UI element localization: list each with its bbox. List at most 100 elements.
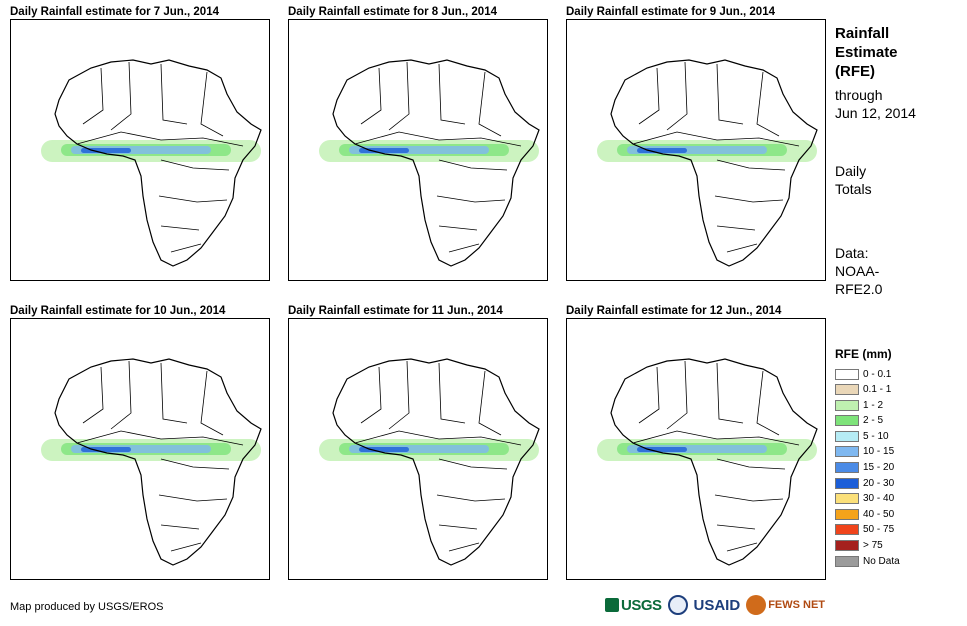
- legend-swatch: [835, 415, 859, 427]
- country-border: [170, 243, 202, 253]
- legend-swatch: [835, 555, 859, 567]
- country-border: [436, 195, 506, 203]
- country-border: [478, 370, 502, 436]
- legend-item: > 75: [835, 539, 900, 553]
- data-source-line: Data:: [835, 245, 869, 261]
- daily-block: Daily Totals: [835, 162, 872, 198]
- legend-swatch: [835, 493, 859, 505]
- continent-outline: [54, 59, 262, 267]
- through-block: through Jun 12, 2014: [835, 86, 916, 122]
- africa-map: [597, 358, 818, 566]
- country-border: [716, 458, 786, 470]
- country-border: [716, 63, 744, 125]
- country-border: [438, 458, 508, 470]
- legend-item: 5 - 10: [835, 429, 900, 443]
- legend-item: No Data: [835, 554, 900, 568]
- logo-strip: USGS USAID FEWS NET: [605, 595, 825, 615]
- sidebar-title: Rainfall Estimate (RFE): [835, 24, 898, 81]
- rainfall-band: [359, 447, 409, 452]
- africa-map: [41, 358, 262, 566]
- country-border: [110, 360, 132, 430]
- legend-item: 0.1 - 1: [835, 383, 900, 397]
- country-border: [110, 61, 132, 131]
- usaid-logo: USAID: [693, 596, 741, 614]
- rainfall-band: [637, 447, 687, 452]
- rainfall-band: [81, 447, 131, 452]
- fews-net-logo: FEWS NET: [746, 595, 825, 615]
- country-border: [438, 225, 478, 231]
- country-border: [448, 243, 480, 253]
- through-date: Jun 12, 2014: [835, 105, 916, 121]
- legend-item: 50 - 75: [835, 523, 900, 537]
- legend-swatch: [835, 384, 859, 396]
- sidebar-title-line: Rainfall: [835, 25, 890, 42]
- rainfall-map: [288, 19, 548, 281]
- country-border: [158, 494, 228, 502]
- legend-title: RFE (mm): [835, 347, 892, 361]
- legend-label: 15 - 20: [863, 462, 895, 474]
- country-border: [716, 524, 756, 530]
- country-border: [438, 159, 508, 171]
- country-border: [388, 360, 410, 430]
- country-border: [638, 67, 660, 125]
- rainfall-map: [10, 19, 270, 281]
- rainfall-map: [10, 318, 270, 580]
- panel-title: Daily Rainfall estimate for 10 Jun., 201…: [10, 305, 226, 317]
- panel-title: Daily Rainfall estimate for 7 Jun., 2014: [10, 6, 219, 18]
- africa-map: [41, 59, 262, 267]
- legend-swatch: [835, 540, 859, 552]
- legend-label: 2 - 5: [863, 415, 884, 427]
- country-border: [200, 71, 224, 137]
- legend-label: 20 - 30: [863, 477, 895, 489]
- legend-swatch: [835, 462, 859, 474]
- country-border: [76, 430, 244, 446]
- country-border: [160, 225, 200, 231]
- legend-swatch: [835, 446, 859, 458]
- data-source-line: RFE2.0: [835, 281, 883, 297]
- rainfall-map: [566, 318, 826, 580]
- panel-title: Daily Rainfall estimate for 12 Jun., 201…: [566, 305, 782, 317]
- country-border: [160, 362, 188, 424]
- legend-label: > 75: [863, 540, 883, 552]
- country-border: [354, 430, 522, 446]
- legend-item: 20 - 30: [835, 476, 900, 490]
- country-border: [438, 63, 466, 125]
- continent-outline: [332, 358, 540, 566]
- legend-swatch: [835, 477, 859, 489]
- legend-swatch: [835, 524, 859, 536]
- legend: 0 - 0.1 0.1 - 1 1 - 2 2 - 5 5 - 10 10 - 15 15 …: [835, 367, 900, 570]
- legend-label: 5 - 10: [863, 430, 889, 442]
- country-border: [726, 542, 758, 552]
- country-border: [756, 370, 780, 436]
- legend-swatch: [835, 368, 859, 380]
- legend-item: 2 - 5: [835, 414, 900, 428]
- country-border: [716, 159, 786, 171]
- legend-item: 30 - 40: [835, 492, 900, 506]
- usgs-logo: USGS: [605, 597, 662, 614]
- country-border: [478, 71, 502, 137]
- country-border: [726, 243, 758, 253]
- legend-label: 30 - 40: [863, 493, 895, 505]
- country-border: [632, 430, 800, 446]
- data-source-line: NOAA-: [835, 263, 880, 279]
- country-border: [714, 494, 784, 502]
- africa-map: [597, 59, 818, 267]
- legend-swatch: [835, 508, 859, 520]
- data-source-block: Data: NOAA- RFE2.0: [835, 244, 882, 298]
- country-border: [638, 366, 660, 424]
- rainfall-band: [637, 148, 687, 153]
- sidebar-title-line: (RFE): [835, 63, 875, 80]
- continent-outline: [54, 358, 262, 566]
- country-border: [360, 366, 382, 424]
- country-border: [360, 67, 382, 125]
- legend-item: 10 - 15: [835, 445, 900, 459]
- country-border: [160, 63, 188, 125]
- legend-label: No Data: [863, 555, 900, 567]
- country-border: [666, 61, 688, 131]
- panel-title: Daily Rainfall estimate for 9 Jun., 2014: [566, 6, 775, 18]
- rainfall-band: [81, 148, 131, 153]
- country-border: [756, 71, 780, 137]
- rainfall-map: [566, 19, 826, 281]
- continent-outline: [332, 59, 540, 267]
- usgs-wave-icon: [605, 598, 619, 612]
